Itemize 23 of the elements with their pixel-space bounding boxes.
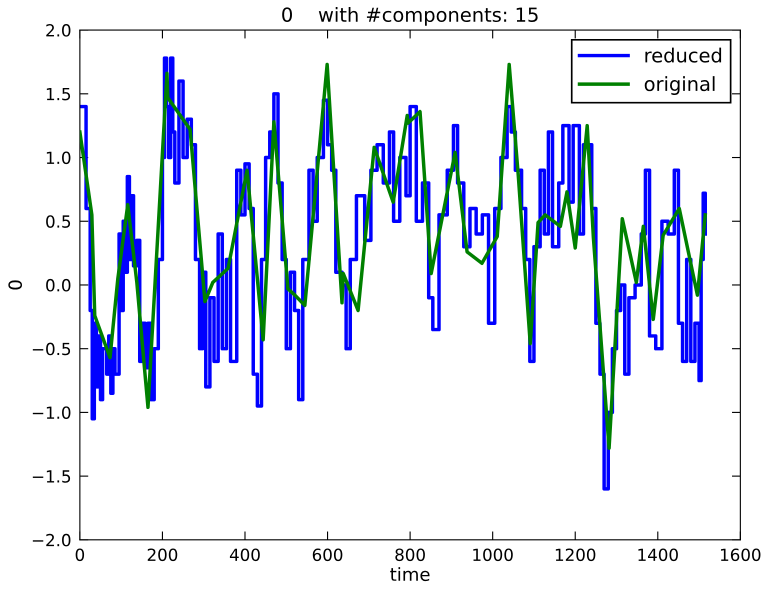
y-tick-label: 1.5 [46,88,70,100]
y-tick-label: −1.0 [32,406,70,419]
y-tick-label: −2.0 [32,534,70,546]
x-tick-label: 1200 [556,548,596,562]
y-tick-label: 2.0 [46,24,70,37]
x-tick-label: 400 [230,548,260,562]
y-tick-label: −0.5 [32,342,70,356]
x-tick-label: 1000 [473,548,513,562]
x-tick-label: 600 [312,548,342,562]
x-tick-label: 1400 [638,548,678,562]
y-tick-label: −1.5 [32,470,70,483]
chart-title: 0 with #components: 15 [282,6,538,26]
y-tick-label: 1.0 [46,151,70,164]
x-tick-label: 200 [148,548,178,562]
y-axis-title: 0 [8,280,22,290]
x-tick-label: 1600 [720,548,760,562]
legend-label: original [644,76,715,95]
x-axis-title: time [390,567,430,582]
legend-label: reduced [645,48,722,63]
y-tick-label: 0.0 [46,278,70,292]
x-tick-label: 800 [395,548,425,562]
y-tick-label: 0.5 [46,215,70,228]
x-tick-label: 0 [76,548,84,562]
